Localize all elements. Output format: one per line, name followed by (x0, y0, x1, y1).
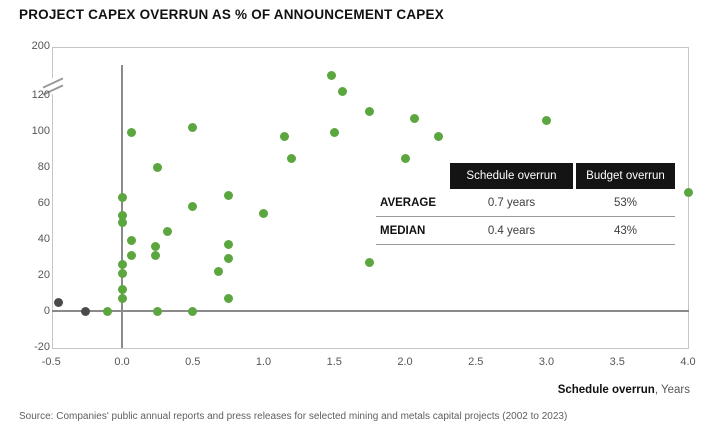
data-point (117, 268, 127, 278)
data-point (117, 284, 127, 294)
source-note: Source: Companies' public annual reports… (19, 411, 568, 422)
y-tick-label: 60 (37, 197, 50, 209)
data-point (117, 218, 127, 228)
data-point (223, 239, 233, 249)
plot-frame (52, 47, 689, 349)
data-point (117, 211, 127, 221)
data-point (280, 131, 290, 141)
data-point (80, 306, 90, 316)
stats-average-budget-value: 53% (613, 196, 638, 209)
stats-col-schedule-overrun: Schedule overrun (450, 163, 573, 189)
stats-median-schedule-value: 0.4 years (487, 224, 536, 237)
y-axis-break-gap (49, 78, 57, 94)
data-point (151, 241, 161, 251)
data-point (188, 306, 198, 316)
x-zero-axis-line (121, 65, 123, 348)
x-axis-caption-bold: Schedule overrun (557, 384, 655, 396)
x-tick-label: 1.5 (326, 356, 342, 368)
data-point (152, 162, 162, 172)
data-point (338, 86, 348, 96)
data-point (117, 193, 127, 203)
data-point (410, 113, 420, 123)
data-point (542, 115, 551, 125)
y-tick-label: 20 (37, 269, 50, 281)
x-axis-caption: Schedule overrun, Years (558, 384, 690, 396)
x-tick-label: 0.0 (114, 356, 130, 368)
data-point (365, 257, 375, 267)
x-tick-label: -0.5 (41, 356, 61, 368)
data-point (162, 227, 172, 237)
data-point (188, 202, 198, 212)
data-point (127, 250, 137, 260)
data-point (326, 70, 336, 80)
stats-row-label: MEDIAN (380, 224, 426, 237)
data-point (152, 306, 162, 316)
stats-row-median: MEDIAN 0.4 years 43% (376, 217, 675, 245)
x-tick-label: 3.5 (609, 356, 625, 368)
x-axis-caption-unit: , Years (654, 384, 690, 396)
data-point (223, 293, 233, 303)
data-point (365, 106, 375, 116)
data-point (188, 122, 198, 132)
chart-title: PROJECT CAPEX OVERRUN AS % OF ANNOUNCEME… (19, 7, 444, 22)
data-point (259, 209, 268, 219)
data-point (117, 259, 127, 269)
y-tick-label: 100 (31, 125, 50, 137)
data-point (400, 153, 410, 163)
stats-table: Schedule overrun Budget overrun AVERAGE … (376, 163, 675, 245)
data-point (117, 293, 127, 303)
data-point (287, 153, 297, 163)
stats-col-budget-overrun: Budget overrun (576, 163, 675, 189)
y-zero-axis-line (52, 310, 689, 312)
y-tick-label: 200 (31, 40, 50, 52)
y-tick-label: 0 (43, 305, 50, 317)
x-tick-label: 0.5 (185, 356, 201, 368)
stats-average-schedule-value: 0.7 years (487, 196, 536, 209)
y-tick-label: 40 (37, 233, 50, 245)
x-tick-label: 2.0 (397, 356, 413, 368)
data-point (434, 131, 444, 141)
stats-median-budget-value: 43% (613, 224, 638, 237)
y-tick-label: -20 (34, 341, 50, 353)
data-point (53, 297, 63, 307)
data-point (329, 128, 339, 138)
y-tick-label: 80 (37, 161, 50, 173)
data-point (223, 254, 233, 264)
data-point (103, 306, 113, 316)
data-point (213, 266, 223, 276)
data-point (127, 128, 137, 138)
data-point (151, 250, 161, 260)
data-point (223, 191, 233, 201)
y-tick-label: 120 (31, 89, 50, 101)
x-tick-label: 4.0 (680, 356, 696, 368)
data-point (127, 236, 137, 246)
stats-row-average: AVERAGE 0.7 years 53% (376, 189, 675, 217)
x-tick-label: 3.0 (538, 356, 555, 368)
data-point (683, 187, 693, 197)
x-tick-label: 2.5 (468, 356, 484, 368)
stats-row-label: AVERAGE (380, 196, 437, 209)
stats-table-header-row: Schedule overrun Budget overrun (376, 163, 675, 189)
x-tick-label: 1.0 (255, 356, 272, 368)
